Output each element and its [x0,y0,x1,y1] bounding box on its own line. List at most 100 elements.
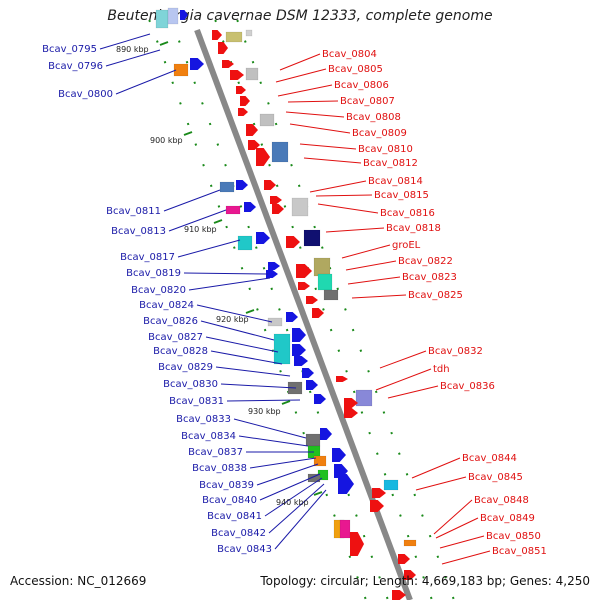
label-leader-line [249,457,317,469]
gene-arrow [270,196,282,204]
kbp-label: 930 kbp [248,407,281,416]
label-leader-line [264,477,323,517]
label-leader-line [387,385,439,399]
label-leader-line [215,366,291,377]
gene-label[interactable]: Bcav_0810 [358,144,413,155]
label-leader-line [289,123,351,134]
kbp-label: 940 kbp [276,498,309,507]
gene-arrow [180,10,188,20]
gene-arrow [230,70,244,80]
gene-label[interactable]: Bcav_0824 [139,300,194,311]
gene-arrow [350,532,364,556]
gene-label[interactable]: Bcav_0816 [380,208,435,219]
gene-label[interactable]: Bcav_0818 [386,223,441,234]
gene-arrow [312,308,324,318]
gene-label[interactable]: Bcav_0833 [176,414,231,425]
gene-arrow [256,232,270,244]
gene-label[interactable]: Bcav_0800 [58,89,113,100]
gene-label[interactable]: Bcav_0807 [340,96,395,107]
gene-arrow [314,394,326,404]
gene-block [355,389,373,407]
genome-summary-text: Topology: circular; Length: 4,669,183 bp… [260,574,590,588]
label-leader-line [168,209,227,232]
gene-label[interactable]: Bcav_0837 [188,447,243,458]
gene-arrow [294,356,308,366]
gene-label[interactable]: Bcav_0829 [158,362,213,373]
gene-label[interactable]: Bcav_0841 [207,511,262,522]
gene-label[interactable]: Bcav_0843 [217,544,272,555]
label-leader-line [177,239,241,258]
gene-label[interactable]: Bcav_0832 [428,346,483,357]
gene-label[interactable]: Bcav_0806 [334,80,389,91]
gene-label[interactable]: Bcav_0804 [322,49,377,60]
gene-label[interactable]: Bcav_0842 [211,528,266,539]
gene-label[interactable]: Bcav_0850 [486,531,541,542]
label-leader-line [256,463,319,486]
label-leader-line [233,418,307,439]
gene-arrow [190,58,204,70]
gene-label[interactable]: Bcav_0828 [153,346,208,357]
gene-label[interactable]: Bcav_0814 [368,176,423,187]
label-leader-line [439,535,485,549]
gene-label[interactable]: Bcav_0844 [462,453,517,464]
label-leader-line [303,157,362,164]
gene-label[interactable]: Bcav_0840 [202,495,257,506]
gene-arrow [264,180,276,190]
gene-arrow [344,408,358,418]
gene-label[interactable]: Bcav_0819 [126,268,181,279]
gene-label[interactable]: Bcav_0817 [120,252,175,263]
gene-arrow [372,488,386,498]
kbp-tick [183,131,193,136]
gene-label[interactable]: Bcav_0851 [492,546,547,557]
gene-arrow [292,328,306,342]
gene-label[interactable]: Bcav_0815 [374,190,429,201]
gene-label[interactable]: Bcav_0826 [143,316,198,327]
gene-label[interactable]: Bcav_0820 [131,285,186,296]
gene-label[interactable]: Bcav_0831 [169,396,224,407]
gene-label[interactable]: Bcav_0811 [106,206,161,217]
label-leader-line [341,244,391,259]
label-leader-line [274,489,327,550]
gene-label[interactable]: groEL [392,240,421,251]
label-leader-line [317,203,379,214]
gene-label[interactable]: tdh [433,364,450,375]
gene-label[interactable]: Bcav_0849 [480,513,535,524]
gene-label[interactable]: Bcav_0834 [181,431,236,442]
gene-arrow [306,296,318,304]
gene-label[interactable]: Bcav_0848 [474,495,529,506]
gene-block [225,205,241,215]
gene-label[interactable]: Bcav_0836 [440,381,495,392]
label-leader-line [279,53,321,71]
gene-label[interactable]: Bcav_0808 [346,112,401,123]
gene-label[interactable]: Bcav_0830 [163,379,218,390]
gene-label[interactable]: Bcav_0827 [148,332,203,343]
gene-label[interactable]: Bcav_0825 [408,290,463,301]
gene-label[interactable]: Bcav_0796 [48,61,103,72]
gene-label[interactable]: Bcav_0838 [192,463,247,474]
gene-label[interactable]: Bcav_0823 [402,272,457,283]
gene-arrow [240,96,250,106]
label-leader-line [183,272,269,275]
gene-label[interactable]: Bcav_0795 [42,44,97,55]
gene-arrow [246,124,258,136]
label-leader-line [196,304,273,323]
label-leader-line [351,294,407,299]
gene-block [339,519,351,539]
label-leader-line [163,189,221,212]
gene-label[interactable]: Bcav_0839 [199,480,254,491]
gene-block [259,113,275,127]
gene-label[interactable]: Bcav_0805 [328,64,383,75]
gene-label[interactable]: Bcav_0845 [468,472,523,483]
gene-label[interactable]: Bcav_0809 [352,128,407,139]
label-leader-line [285,111,345,118]
gene-label[interactable]: Bcav_0822 [398,256,453,267]
gene-block [225,31,243,43]
gene-block [245,67,259,81]
gene-arrow [286,236,300,248]
gene-arrow [272,204,284,214]
gene-label[interactable]: Bcav_0812 [363,158,418,169]
gene-label[interactable]: Bcav_0813 [111,226,166,237]
gene-arrow [218,42,228,54]
accession-text: Accession: NC_012669 [10,574,147,588]
